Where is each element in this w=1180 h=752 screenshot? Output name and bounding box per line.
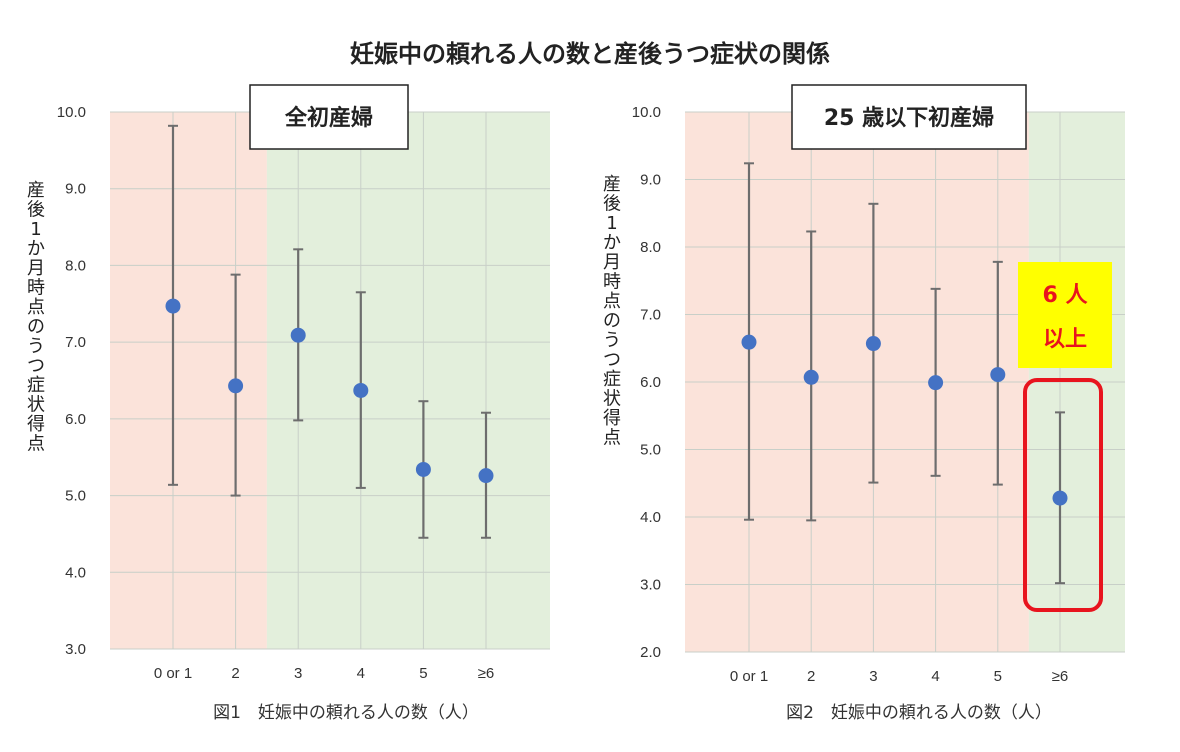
y-tick-label: 4.0 [65, 564, 86, 581]
chart-1-title: 全初産婦 [284, 105, 373, 131]
x-tick-label: ≥6 [478, 665, 495, 682]
chart-1-y-tick-labels: 3.0 4.0 5.0 6.0 7.0 8.0 9.0 10.0 [57, 104, 86, 658]
y-tick-label: 8.0 [65, 257, 86, 274]
y-tick-label: 7.0 [65, 334, 86, 351]
data-point [990, 367, 1006, 383]
x-tick-label: 3 [869, 668, 877, 685]
data-point [928, 375, 944, 391]
data-point [165, 298, 181, 314]
main-title: 妊娠中の頼れる人の数と産後うつ症状の関係 [350, 40, 830, 68]
chart-1-title-box: 全初産婦 [249, 84, 409, 150]
chart-1: 3.0 4.0 5.0 6.0 7.0 8.0 9.0 10.0 0 or 1 2 3 4 5 ≥6 産… [27, 84, 550, 723]
data-point [228, 378, 244, 394]
y-tick-label: 9.0 [640, 172, 661, 189]
data-point [741, 334, 757, 350]
y-tick-label: 6.0 [65, 411, 86, 428]
y-tick-label: 9.0 [65, 181, 86, 198]
highlight-box [1023, 378, 1103, 612]
data-point [415, 461, 431, 477]
chart-1-x-tick-labels: 0 or 1 2 3 4 5 ≥6 [154, 665, 494, 682]
y-tick-label: 3.0 [65, 641, 86, 658]
highlight-label-background [1018, 262, 1112, 368]
y-tick-label: 10.0 [57, 104, 86, 121]
data-point [353, 382, 369, 398]
y-tick-label: 2.0 [640, 644, 661, 661]
chart-1-points [165, 298, 494, 484]
y-tick-label: 8.0 [640, 239, 661, 256]
data-point [865, 336, 881, 352]
y-tick-label: 10.0 [632, 104, 661, 121]
y-tick-label: 3.0 [640, 577, 661, 594]
green-band [266, 112, 550, 649]
highlight-label-line2: 以上 [1043, 327, 1087, 352]
x-tick-label: 4 [931, 668, 939, 685]
x-tick-label: 5 [419, 665, 427, 682]
x-tick-label: 5 [994, 668, 1002, 685]
chart-1-caption: 図1 妊娠中の頼れる人の数（人） [213, 703, 479, 723]
chart-2-points [741, 334, 1068, 506]
data-point [803, 369, 819, 385]
chart-2-y-tick-labels: 2.0 3.0 4.0 5.0 6.0 7.0 8.0 9.0 10.0 [632, 104, 661, 661]
y-tick-label: 5.0 [65, 488, 86, 505]
y-tick-label: 4.0 [640, 509, 661, 526]
data-point [290, 327, 306, 343]
chart-2-title-box: 25 歳以下初産婦 [791, 84, 1027, 150]
x-tick-label: 2 [807, 668, 815, 685]
chart-2-y-axis-label: 産後 1 か月時点のうつ症状得点 [603, 174, 621, 449]
y-tick-label: 6.0 [640, 374, 661, 391]
y-tick-label: 5.0 [640, 442, 661, 459]
chart-1-background-bands [110, 112, 550, 649]
chart-2: 2.0 3.0 4.0 5.0 6.0 7.0 8.0 9.0 10.0 0 or 1 2 3 4 5 ≥… [603, 84, 1125, 723]
data-point [1052, 490, 1068, 506]
chart-2-caption: 図2 妊娠中の頼れる人の数（人） [786, 703, 1052, 723]
x-tick-label: 0 or 1 [730, 668, 768, 685]
data-point [478, 468, 494, 484]
x-tick-label: ≥6 [1052, 668, 1069, 685]
chart-1-y-axis-label: 産後 1 か月時点のうつ症状得点 [27, 180, 45, 455]
chart-2-title: 25 歳以下初産婦 [824, 105, 994, 131]
x-tick-label: 2 [231, 665, 239, 682]
x-tick-label: 3 [294, 665, 302, 682]
y-tick-label: 7.0 [640, 307, 661, 324]
x-tick-label: 0 or 1 [154, 665, 192, 682]
pink-band [110, 112, 267, 649]
chart-2-x-tick-labels: 0 or 1 2 3 4 5 ≥6 [730, 668, 1068, 685]
highlight-label-line1: 6 人 [1043, 283, 1088, 308]
x-tick-label: 4 [357, 665, 365, 682]
chart-2-highlight: 6 人以上 [1018, 262, 1112, 612]
